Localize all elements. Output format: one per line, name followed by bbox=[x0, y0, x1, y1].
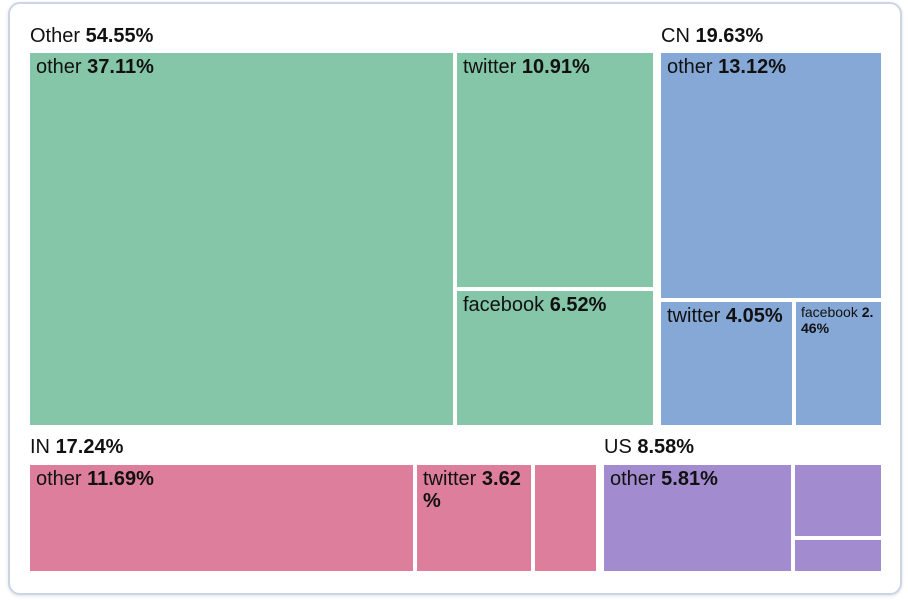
cell-name: facebook bbox=[463, 294, 545, 316]
group-label-other: Other 54.55% bbox=[30, 23, 153, 49]
cell-label: other 13.12% bbox=[661, 53, 881, 81]
cell-percent: 13.12% bbox=[718, 56, 786, 78]
group-percent: 19.63% bbox=[695, 25, 764, 47]
cell-name: other bbox=[610, 468, 656, 490]
cell-name: twitter bbox=[423, 468, 477, 490]
cell-percent: 10.91% bbox=[521, 56, 590, 78]
treemap-cell-us-facebook[interactable] bbox=[795, 540, 881, 571]
group-name: Other bbox=[30, 25, 81, 47]
cell-name: other bbox=[667, 56, 713, 78]
cell-label: twitter 4.05% bbox=[661, 302, 792, 330]
cell-name: other bbox=[36, 468, 82, 490]
treemap-cell-other-facebook[interactable]: facebook 6.52% bbox=[457, 291, 653, 425]
group-percent: 8.58% bbox=[637, 436, 695, 458]
treemap-cell-cn-facebook[interactable]: facebook 2.46% bbox=[796, 302, 881, 425]
cell-label: facebook 6.52% bbox=[457, 291, 653, 319]
cell-percent: 3.62% bbox=[423, 468, 521, 513]
cell-percent: 2.46% bbox=[801, 304, 874, 336]
treemap-cell-cn-twitter[interactable]: twitter 4.05% bbox=[661, 302, 792, 425]
treemap-cell-us-twitter[interactable] bbox=[795, 465, 881, 536]
treemap-cell-other-other[interactable]: other 37.11% bbox=[30, 53, 453, 425]
cell-name: twitter bbox=[667, 305, 721, 327]
group-name: CN bbox=[661, 25, 690, 47]
cell-label: other 11.69% bbox=[30, 465, 413, 493]
treemap-cell-other-twitter[interactable]: twitter 10.91% bbox=[457, 53, 653, 287]
cell-percent: 6.52% bbox=[549, 294, 607, 316]
cell-percent: 11.69% bbox=[87, 468, 154, 490]
treemap-cell-cn-other[interactable]: other 13.12% bbox=[661, 53, 881, 298]
cell-percent: 37.11% bbox=[87, 56, 154, 78]
cell-percent: 4.05% bbox=[725, 305, 783, 327]
cell-name: other bbox=[36, 56, 82, 78]
cell-label: other 37.11% bbox=[30, 53, 453, 81]
treemap-cell-in-other[interactable]: other 11.69% bbox=[30, 465, 413, 571]
group-percent: 54.55% bbox=[85, 25, 154, 47]
group-percent: 17.24% bbox=[55, 436, 124, 458]
cell-name: facebook bbox=[801, 304, 858, 320]
treemap-cell-in-facebook[interactable] bbox=[535, 465, 596, 571]
group-label-in: IN 17.24% bbox=[30, 434, 123, 460]
group-label-cn: CN 19.63% bbox=[661, 23, 763, 49]
cell-label: facebook 2.46% bbox=[796, 302, 881, 339]
cell-percent: 5.81% bbox=[661, 468, 718, 490]
group-label-us: US 8.58% bbox=[604, 434, 694, 460]
treemap-cell-us-other[interactable]: other 5.81% bbox=[604, 465, 791, 571]
treemap-cell-in-twitter[interactable]: twitter 3.62% bbox=[417, 465, 531, 571]
cell-label: twitter 3.62% bbox=[417, 465, 531, 516]
group-name: IN bbox=[30, 436, 50, 458]
group-name: US bbox=[604, 436, 632, 458]
cell-label: other 5.81% bbox=[604, 465, 791, 493]
cell-label: twitter 10.91% bbox=[457, 53, 653, 81]
cell-name: twitter bbox=[463, 56, 517, 78]
